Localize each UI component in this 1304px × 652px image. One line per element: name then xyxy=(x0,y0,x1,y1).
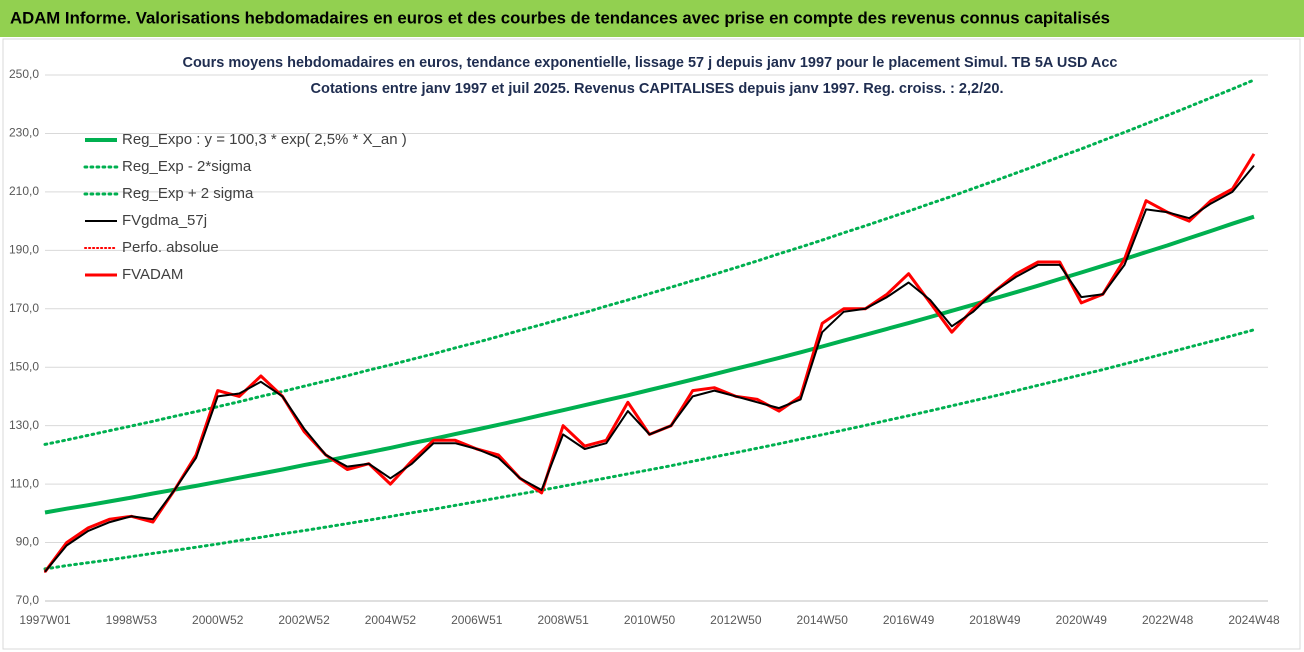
series-line xyxy=(44,152,1255,573)
x-tick-label: 2012W50 xyxy=(710,613,762,627)
legend-label: Perfo. absolue xyxy=(122,239,219,256)
x-tick-label: 2000W52 xyxy=(192,613,244,627)
chart-subtitle: Cotations entre janv 1997 et juil 2025. … xyxy=(311,80,1004,97)
y-tick-label: 250,0 xyxy=(9,67,39,81)
x-tick-label: 2006W51 xyxy=(451,613,503,627)
x-tick-label: 1997W01 xyxy=(19,613,71,627)
series-line xyxy=(43,78,1256,446)
y-tick-label: 230,0 xyxy=(9,126,39,140)
x-tick-label: 2014W50 xyxy=(797,613,849,627)
legend-label: Reg_Exp + 2 sigma xyxy=(122,185,254,202)
x-tick-label: 2022W48 xyxy=(1142,613,1194,627)
series-line xyxy=(44,214,1255,515)
series-line xyxy=(44,164,1255,573)
x-tick-label: 2010W50 xyxy=(624,613,676,627)
series-line xyxy=(43,153,1256,573)
x-tick-label: 2018W49 xyxy=(969,613,1021,627)
header-bar xyxy=(0,0,1304,37)
y-tick-label: 210,0 xyxy=(9,184,39,198)
header-title: ADAM Informe. Valorisations hebdomadaire… xyxy=(10,8,1110,27)
y-tick-label: 130,0 xyxy=(9,418,39,432)
x-tick-label: 2016W49 xyxy=(883,613,935,627)
y-tick-label: 90,0 xyxy=(16,535,40,549)
legend-label: FVgdma_57j xyxy=(122,212,207,229)
x-tick-label: 2024W48 xyxy=(1228,613,1280,627)
legend-label: FVADAM xyxy=(122,266,183,283)
x-tick-label: 2004W52 xyxy=(365,613,417,627)
y-tick-label: 190,0 xyxy=(9,243,39,257)
y-tick-label: 170,0 xyxy=(9,301,39,315)
legend-label: Reg_Expo : y = 100,3 * exp( 2,5% * X_an … xyxy=(122,131,407,148)
series-line xyxy=(43,328,1256,571)
y-tick-label: 110,0 xyxy=(10,476,39,490)
y-tick-label: 150,0 xyxy=(9,359,39,373)
chart-border xyxy=(2,38,1301,650)
legend-label: Reg_Exp - 2*sigma xyxy=(122,158,252,175)
x-tick-label: 1998W53 xyxy=(106,613,158,627)
x-tick-label: 2008W51 xyxy=(537,613,589,627)
chart-subtitle: Cours moyens hebdomadaires en euros, ten… xyxy=(183,54,1118,71)
y-tick-label: 70,0 xyxy=(16,593,40,607)
x-tick-label: 2020W49 xyxy=(1056,613,1108,627)
x-tick-label: 2002W52 xyxy=(278,613,330,627)
